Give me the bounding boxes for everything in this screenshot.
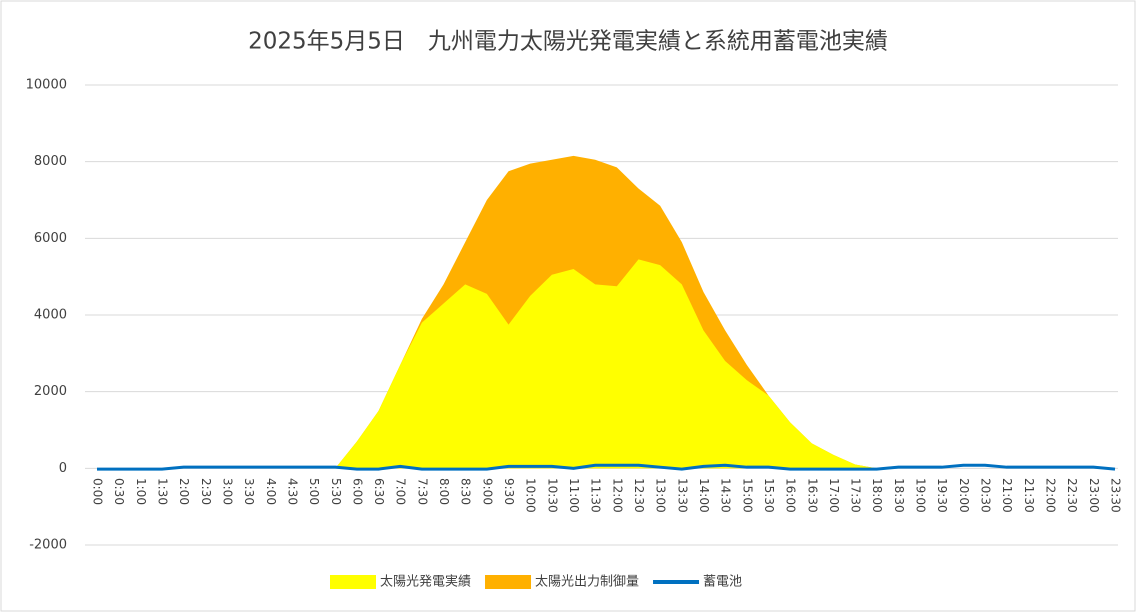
chart-title: 2025年5月5日 九州電力太陽光発電実績と系統用蓄電池実績 — [248, 29, 888, 55]
x-tick-label: 11:00 — [567, 478, 581, 513]
x-tick-label: 17:00 — [827, 478, 841, 513]
x-tick-label: 1:00 — [134, 478, 148, 505]
x-tick-label: 2:00 — [177, 478, 191, 505]
x-tick-label: 8:00 — [437, 478, 451, 505]
x-tick-label: 15:00 — [740, 478, 754, 513]
x-tick-label: 12:30 — [632, 478, 646, 513]
x-tick-label: 8:30 — [459, 478, 473, 505]
x-tick-label: 4:00 — [264, 478, 278, 505]
x-tick-label: 5:30 — [329, 478, 343, 505]
x-tick-label: 19:00 — [914, 478, 928, 513]
x-tick-label: 20:30 — [979, 478, 993, 513]
legend-swatch — [485, 575, 532, 589]
x-tick-label: 7:00 — [394, 478, 408, 505]
y-tick-label: -2000 — [29, 538, 67, 553]
x-tick-label: 6:00 — [350, 478, 364, 505]
x-tick-label: 21:30 — [1022, 478, 1036, 513]
x-tick-label: 14:00 — [697, 478, 711, 513]
x-tick-label: 11:30 — [589, 478, 603, 513]
x-tick-label: 21:00 — [1000, 478, 1014, 513]
x-tick-label: 10:30 — [545, 478, 559, 513]
y-tick-label: 6000 — [34, 231, 67, 246]
x-tick-label: 0:30 — [112, 478, 126, 505]
x-tick-label: 9:00 — [480, 478, 494, 505]
y-tick-label: 2000 — [34, 384, 67, 399]
x-tick-label: 16:30 — [805, 478, 819, 513]
y-tick-label: 0 — [59, 461, 67, 476]
x-tick-label: 23:00 — [1087, 478, 1101, 513]
x-tick-label: 20:00 — [957, 478, 971, 513]
x-tick-label: 0:00 — [91, 478, 105, 505]
x-tick-label: 19:30 — [935, 478, 949, 513]
x-tick-label: 13:00 — [654, 478, 668, 513]
y-tick-label: 8000 — [34, 154, 67, 169]
line — [97, 463, 1116, 471]
x-tick-label: 16:00 — [784, 478, 798, 513]
x-tick-label: 4:30 — [285, 478, 299, 505]
legend-label: 蓄電池 — [703, 575, 742, 590]
x-tick-label: 17:30 — [849, 478, 863, 513]
x-tick-label: 7:30 — [415, 478, 429, 505]
x-tick-label: 6:30 — [372, 478, 386, 505]
x-tick-label: 14:30 — [719, 478, 733, 513]
x-tick-label: 18:00 — [870, 478, 884, 513]
x-tick-label: 18:30 — [892, 478, 906, 513]
x-tick-label: 3:00 — [220, 478, 234, 505]
x-tick-label: 1:30 — [155, 478, 169, 505]
legend-label: 太陽光発電実績 — [380, 574, 471, 590]
y-tick-label: 4000 — [34, 308, 67, 323]
x-tick-label: 22:00 — [1044, 478, 1058, 513]
y-tick-label: 10000 — [26, 78, 67, 93]
legend-swatch — [330, 575, 376, 589]
x-tick-label: 15:30 — [762, 478, 776, 513]
area — [97, 259, 1115, 469]
x-tick-label: 10:00 — [524, 478, 538, 513]
x-tick-label: 2:30 — [199, 478, 213, 505]
x-tick-label: 5:00 — [307, 478, 321, 505]
legend-label: 太陽光出力制御量 — [535, 575, 639, 590]
x-tick-label: 3:30 — [242, 478, 256, 505]
x-tick-label: 22:30 — [1065, 478, 1079, 513]
x-tick-label: 9:30 — [502, 478, 516, 505]
x-tick-label: 23:30 — [1109, 478, 1123, 513]
x-tick-label: 13:30 — [675, 478, 689, 513]
x-tick-label: 12:00 — [610, 478, 624, 513]
